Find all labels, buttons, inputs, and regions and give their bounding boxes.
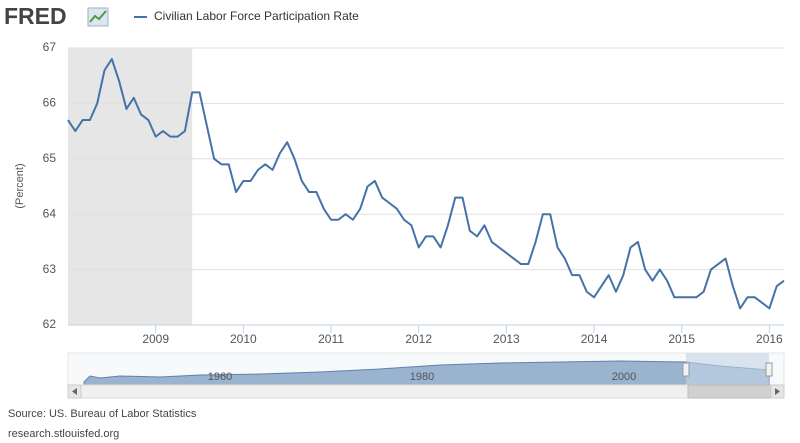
navigator-label: 2000: [612, 371, 636, 383]
x-tick-label: 2011: [318, 332, 344, 346]
arrow-left: [72, 388, 77, 395]
arrow-right: [775, 388, 780, 395]
y-axis-title: (Percent): [14, 163, 26, 208]
y-tick-label: 67: [43, 40, 57, 54]
x-tick-label: 2016: [756, 332, 783, 346]
x-tick-label: 2014: [581, 332, 608, 346]
x-tick-label: 2012: [405, 332, 432, 346]
scrollbar-thumb[interactable]: [687, 384, 772, 399]
scrollbar: [67, 384, 785, 399]
x-tick-label: 2015: [668, 332, 695, 346]
legend-label: Civilian Labor Force Participation Rate: [154, 9, 359, 23]
x-tick-label: 2009: [142, 332, 169, 346]
navigator-selection[interactable]: [686, 353, 769, 385]
x-tick-label: 2013: [493, 332, 520, 346]
y-tick-label: 64: [43, 206, 57, 220]
logo-icon: [87, 7, 109, 27]
navigator[interactable]: [67, 352, 785, 399]
logo: FRED: [4, 3, 67, 29]
source: Source: US. Bureau of Labor Statistics: [8, 408, 197, 420]
y-tick-label: 62: [43, 317, 57, 331]
y-tick-label: 65: [43, 151, 57, 165]
navigator-handle[interactable]: [682, 362, 690, 377]
site: research.stlouisfed.org: [8, 428, 119, 440]
navigator-label: 1980: [410, 371, 434, 383]
navigator-handle[interactable]: [765, 362, 773, 377]
recession-shading: [68, 48, 193, 325]
navigator-label: 1960: [208, 371, 232, 383]
y-tick-label: 63: [43, 262, 57, 276]
y-tick-label: 66: [43, 96, 57, 110]
x-tick-label: 2010: [230, 332, 257, 346]
series-line: [67, 58, 785, 310]
